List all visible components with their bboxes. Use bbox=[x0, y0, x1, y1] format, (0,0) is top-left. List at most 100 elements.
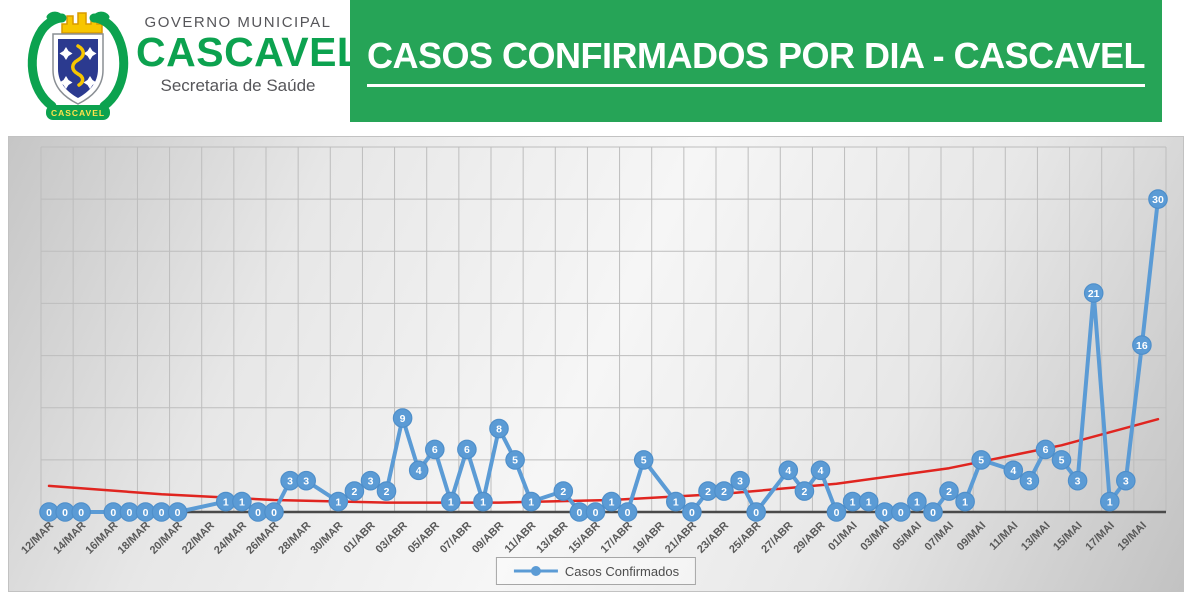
chart-canvas: 12/MAR14/MAR16/MAR18/MAR20/MAR22/MAR24/M… bbox=[19, 146, 1168, 557]
svg-text:5: 5 bbox=[1059, 455, 1065, 467]
svg-text:1: 1 bbox=[850, 496, 856, 508]
city-name: CASCAVEL bbox=[136, 29, 363, 75]
svg-text:1: 1 bbox=[1107, 496, 1113, 508]
svg-text:6: 6 bbox=[432, 444, 438, 456]
svg-text:23/ABR: 23/ABR bbox=[695, 520, 731, 556]
svg-text:03/MAI: 03/MAI bbox=[858, 520, 892, 554]
svg-text:03/ABR: 03/ABR bbox=[374, 520, 410, 556]
svg-text:13/ABR: 13/ABR bbox=[534, 520, 570, 556]
svg-text:01/MAI: 01/MAI bbox=[826, 520, 860, 554]
svg-text:09/MAI: 09/MAI bbox=[955, 520, 989, 554]
svg-text:1: 1 bbox=[866, 496, 872, 508]
svg-text:30/MAR: 30/MAR bbox=[308, 520, 345, 557]
svg-text:3: 3 bbox=[1123, 476, 1129, 488]
svg-text:21/ABR: 21/ABR bbox=[663, 520, 699, 556]
svg-text:0: 0 bbox=[175, 507, 181, 519]
svg-text:07/ABR: 07/ABR bbox=[438, 520, 474, 556]
svg-text:2: 2 bbox=[705, 486, 711, 498]
svg-text:07/MAI: 07/MAI bbox=[923, 520, 957, 554]
svg-text:01/ABR: 01/ABR bbox=[341, 520, 377, 556]
svg-text:0: 0 bbox=[110, 507, 116, 519]
svg-text:1: 1 bbox=[609, 496, 615, 508]
legend: Casos Confirmados bbox=[495, 557, 697, 585]
svg-text:1: 1 bbox=[673, 496, 679, 508]
wreath-icon bbox=[27, 11, 129, 111]
svg-text:0: 0 bbox=[255, 507, 261, 519]
svg-text:2: 2 bbox=[801, 486, 807, 498]
svg-text:0: 0 bbox=[882, 507, 888, 519]
svg-text:05/ABR: 05/ABR bbox=[406, 520, 442, 556]
svg-text:6: 6 bbox=[464, 444, 470, 456]
city-crest-logo: CASCAVEL bbox=[27, 11, 129, 120]
svg-text:0: 0 bbox=[78, 507, 84, 519]
svg-text:28/MAR: 28/MAR bbox=[276, 520, 313, 557]
department-label: Secretaria de Saúde bbox=[160, 76, 316, 96]
svg-text:27/ABR: 27/ABR bbox=[759, 520, 795, 556]
logo-text-block: GOVERNO MUNICIPAL CASCAVEL Secretaria de… bbox=[136, 14, 363, 96]
shield-icon bbox=[52, 33, 104, 105]
legend-series-marker-icon bbox=[513, 566, 558, 576]
title-banner: CASOS CONFIRMADOS POR DIA - CASCAVEL bbox=[350, 0, 1162, 122]
svg-text:2: 2 bbox=[560, 486, 566, 498]
svg-text:3: 3 bbox=[1026, 476, 1032, 488]
svg-text:2: 2 bbox=[946, 486, 952, 498]
legend-series-label: Casos Confirmados bbox=[564, 563, 680, 579]
svg-text:1: 1 bbox=[914, 496, 920, 508]
svg-text:14/MAR: 14/MAR bbox=[51, 520, 88, 557]
svg-text:0: 0 bbox=[593, 507, 599, 519]
svg-text:3: 3 bbox=[287, 476, 293, 488]
svg-text:9: 9 bbox=[400, 413, 406, 425]
svg-text:26/MAR: 26/MAR bbox=[244, 520, 281, 557]
svg-text:29/ABR: 29/ABR bbox=[791, 520, 827, 556]
svg-text:0: 0 bbox=[625, 507, 631, 519]
svg-text:0: 0 bbox=[271, 507, 277, 519]
svg-text:09/ABR: 09/ABR bbox=[470, 520, 506, 556]
serpent-icon bbox=[71, 44, 85, 87]
svg-text:13/MAI: 13/MAI bbox=[1019, 520, 1053, 554]
svg-text:0: 0 bbox=[834, 507, 840, 519]
svg-text:1: 1 bbox=[239, 496, 245, 508]
svg-text:0: 0 bbox=[62, 507, 68, 519]
svg-text:6: 6 bbox=[1043, 444, 1049, 456]
svg-text:1: 1 bbox=[528, 496, 534, 508]
svg-text:16/MAR: 16/MAR bbox=[83, 520, 120, 557]
svg-text:4: 4 bbox=[416, 465, 422, 477]
svg-text:5: 5 bbox=[641, 455, 647, 467]
crest-banner-text: CASCAVEL bbox=[51, 108, 105, 118]
svg-text:0: 0 bbox=[159, 507, 165, 519]
svg-text:19/MAI: 19/MAI bbox=[1115, 520, 1149, 554]
svg-text:12/MAR: 12/MAR bbox=[19, 520, 56, 557]
svg-text:4: 4 bbox=[818, 465, 824, 477]
svg-text:0: 0 bbox=[576, 507, 582, 519]
svg-text:17/ABR: 17/ABR bbox=[599, 520, 635, 556]
svg-text:22/MAR: 22/MAR bbox=[180, 520, 217, 557]
svg-text:25/ABR: 25/ABR bbox=[727, 520, 763, 556]
svg-text:0: 0 bbox=[46, 507, 52, 519]
svg-text:3: 3 bbox=[1075, 476, 1081, 488]
svg-text:05/MAI: 05/MAI bbox=[890, 520, 924, 554]
svg-text:11/ABR: 11/ABR bbox=[503, 520, 539, 556]
svg-text:4: 4 bbox=[1010, 465, 1016, 477]
svg-text:18/MAR: 18/MAR bbox=[116, 520, 153, 557]
svg-text:11/MAI: 11/MAI bbox=[987, 520, 1020, 553]
svg-text:3: 3 bbox=[737, 476, 743, 488]
svg-text:19/ABR: 19/ABR bbox=[631, 520, 667, 556]
svg-text:2: 2 bbox=[384, 486, 390, 498]
page-title: CASOS CONFIRMADOS POR DIA - CASCAVEL bbox=[366, 35, 1146, 87]
page-header: CASCAVEL GOVERNO MUNICIPAL CASCAVEL Secr… bbox=[0, 0, 1200, 128]
svg-text:1: 1 bbox=[480, 496, 486, 508]
government-label: GOVERNO MUNICIPAL bbox=[144, 14, 332, 31]
svg-text:17/MAI: 17/MAI bbox=[1083, 520, 1117, 554]
svg-text:16: 16 bbox=[1136, 340, 1148, 352]
svg-text:15/ABR: 15/ABR bbox=[566, 520, 602, 556]
svg-text:21: 21 bbox=[1088, 288, 1100, 300]
svg-text:0: 0 bbox=[930, 507, 936, 519]
crest-ribbon: CASCAVEL bbox=[46, 105, 110, 120]
svg-text:1: 1 bbox=[335, 496, 341, 508]
svg-text:15/MAI: 15/MAI bbox=[1051, 520, 1085, 554]
svg-text:0: 0 bbox=[126, 507, 132, 519]
svg-text:0: 0 bbox=[753, 507, 759, 519]
svg-text:1: 1 bbox=[448, 496, 454, 508]
cases-per-day-chart: 12/MAR 14/MAR 16/MAR 18/MAR 20/MAR 22/MAR 24/M… bbox=[8, 136, 1184, 592]
